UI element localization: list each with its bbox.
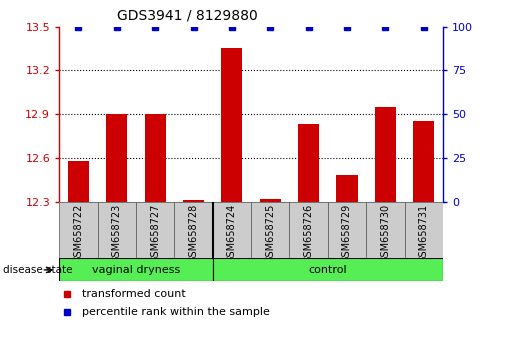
Text: disease state: disease state — [3, 265, 72, 275]
Bar — [145, 114, 166, 202]
Bar — [336, 176, 357, 202]
Text: transformed count: transformed count — [82, 289, 186, 299]
Bar — [106, 114, 127, 202]
Bar — [68, 161, 89, 202]
Bar — [174, 202, 213, 258]
Bar — [260, 199, 281, 202]
Text: GSM658723: GSM658723 — [112, 204, 122, 263]
Text: GSM658722: GSM658722 — [74, 204, 83, 263]
Bar — [413, 121, 434, 202]
Text: vaginal dryness: vaginal dryness — [92, 265, 180, 275]
Bar — [289, 202, 328, 258]
Bar — [366, 202, 405, 258]
Text: GSM658731: GSM658731 — [419, 204, 428, 263]
Text: GSM658728: GSM658728 — [188, 204, 198, 263]
Bar — [136, 202, 174, 258]
Bar — [213, 258, 443, 281]
Text: GSM658724: GSM658724 — [227, 204, 237, 263]
Text: percentile rank within the sample: percentile rank within the sample — [82, 307, 270, 316]
Text: GSM658729: GSM658729 — [342, 204, 352, 263]
Bar — [59, 258, 213, 281]
Bar — [59, 202, 98, 258]
Bar — [183, 200, 204, 202]
Bar — [404, 202, 443, 258]
Text: GSM658725: GSM658725 — [265, 204, 275, 263]
Text: GSM658727: GSM658727 — [150, 204, 160, 263]
Text: GDS3941 / 8129880: GDS3941 / 8129880 — [117, 8, 258, 23]
Bar — [98, 202, 136, 258]
Bar — [213, 202, 251, 258]
Bar — [221, 48, 243, 202]
Text: control: control — [308, 265, 347, 275]
Bar — [298, 124, 319, 202]
Bar — [251, 202, 289, 258]
Text: GSM658726: GSM658726 — [304, 204, 314, 263]
Text: GSM658730: GSM658730 — [381, 204, 390, 263]
Bar — [328, 202, 366, 258]
Bar — [375, 107, 396, 202]
